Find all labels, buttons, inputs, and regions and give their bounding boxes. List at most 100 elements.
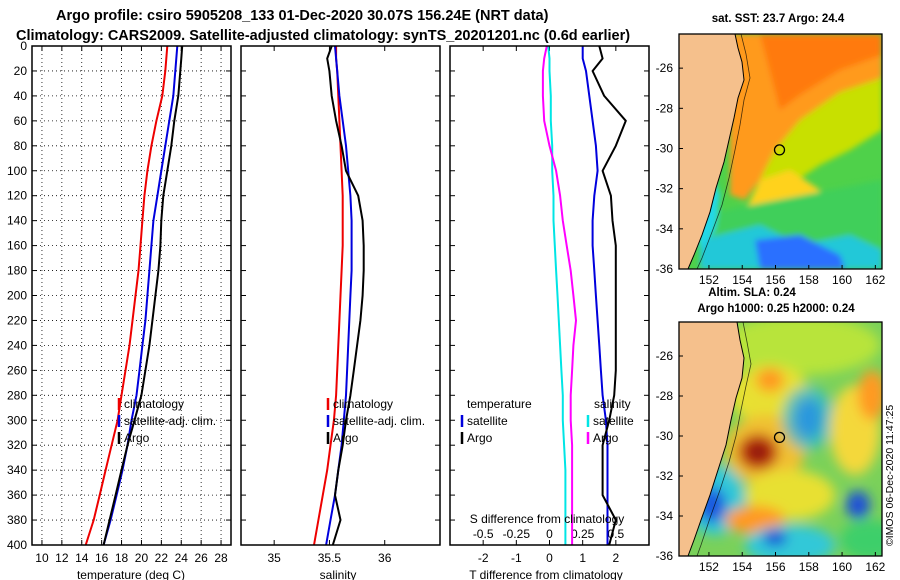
depth-tick-label: 160	[7, 239, 27, 253]
salinity-legend: climatology satellite-adj. clim. Argo	[326, 397, 425, 445]
sst-warm-core	[760, 34, 882, 110]
map-lat-tick-label: -28	[656, 389, 674, 403]
map-lat-tick-label: -26	[656, 349, 674, 363]
x-tick-label: 35	[267, 551, 281, 565]
map-lat-tick-label: -36	[656, 262, 674, 276]
legend-label-sal-argo: Argo	[593, 431, 619, 445]
salinity-panel: 35 35.5 36 salinity climatology satellite-…	[240, 45, 441, 580]
salinity-axes-frame	[240, 45, 441, 546]
sla-blobs	[685, 322, 882, 556]
secondary-x-tick-label: -0.25	[503, 527, 531, 541]
depth-tick-label: 400	[7, 538, 27, 552]
map-lon-tick-label: 158	[799, 273, 819, 287]
sla-isobath	[696, 322, 752, 556]
legend-label-argo: Argo	[333, 431, 359, 445]
depth-tick-label: 140	[7, 214, 27, 228]
sla-green-se	[840, 520, 882, 556]
sst-field	[679, 34, 882, 269]
sst-map-frame	[678, 33, 883, 270]
sla-blue-se	[846, 491, 870, 519]
map-lon-tick-label: 156	[765, 273, 785, 287]
map-lon-tick-label: 160	[832, 273, 852, 287]
sla-map-ticks: 152 154 156 158 160 162 -26 -28 -30 -32 -34 -36	[656, 349, 886, 574]
salinity-lines	[313, 46, 365, 545]
series-line-temperature-argo	[591, 46, 627, 545]
map-lon-tick-label: 162	[865, 273, 885, 287]
series-line-salinity-satellite	[547, 46, 567, 545]
sst-warm-band	[730, 34, 882, 200]
x-tick-label: 22	[155, 551, 169, 565]
x-tick-label: 35.5	[318, 551, 342, 565]
depth-tick-label: 40	[14, 89, 28, 103]
difference-ticks: -2 -1 0 1 2-0.5 -0.25 0 0.25 0.5	[450, 45, 649, 565]
sla-blue-south	[763, 530, 787, 546]
legend-label-sal-satellite: satellite	[593, 414, 634, 428]
series-line-salinity-argo	[541, 46, 577, 545]
series-line-argo	[102, 46, 184, 545]
sla-coastline	[687, 322, 745, 556]
sla-orange-east	[858, 370, 882, 420]
map-lon-tick-label: 154	[732, 273, 752, 287]
depth-tick-label: 180	[7, 264, 27, 278]
sst-isobath	[696, 34, 751, 269]
x-tick-label: 1	[579, 551, 586, 565]
depth-tick-label: 300	[7, 413, 27, 427]
map-lat-tick-label: -30	[656, 429, 674, 443]
map-lon-tick-label: 158	[799, 560, 819, 574]
sla-cyan-east	[782, 386, 834, 450]
depth-axis-labels: 0 20 40 60 80 100 120 140 160 180 200 220 240 260 280 3…	[7, 39, 27, 552]
sla-dark-core	[748, 443, 768, 461]
series-line-temperature-satellite	[581, 46, 609, 545]
difference-lines	[541, 46, 627, 545]
difference-axes-frame	[449, 45, 650, 546]
x-tick-label: -2	[478, 551, 489, 565]
legend-label-argo: Argo	[124, 431, 150, 445]
map-lon-tick-label: 152	[699, 560, 719, 574]
series-line-climatology	[84, 46, 169, 545]
depth-tick-label: 220	[7, 313, 27, 327]
sst-argo-marker-icon	[773, 144, 786, 156]
sst-map: sat. SST: 23.7 Argo: 24.4 152 154 156 158 16…	[656, 13, 886, 287]
legend-title-temperature: temperature	[467, 397, 532, 411]
secondary-x-tick-label: 0.25	[571, 527, 595, 541]
x-tick-label: 2	[612, 551, 619, 565]
depth-tick-label: 200	[7, 289, 27, 303]
x-tick-label: 16	[95, 551, 109, 565]
sla-field	[679, 322, 882, 556]
depth-tick-label: 320	[7, 438, 27, 452]
map-lon-tick-label: 160	[832, 560, 852, 574]
map-lat-tick-label: -36	[656, 549, 674, 563]
figure-title-line1: Argo profile: csiro 5905208_133 01-Dec-2…	[56, 8, 549, 24]
map-lat-tick-label: -34	[656, 509, 674, 523]
sla-map: Altim. SLA: 0.24 Argo h1000: 0.25 h2000:…	[656, 287, 886, 574]
sla-argo-marker-icon	[773, 431, 786, 444]
legend-label-temp-argo: Argo	[467, 431, 493, 445]
depth-tick-label: 380	[7, 513, 27, 527]
legend-title-salinity: salinity	[594, 397, 631, 411]
salinity-ticks: 35 35.5 36	[241, 45, 440, 565]
depth-tick-label: 340	[7, 463, 27, 477]
x-tick-label: 26	[194, 551, 208, 565]
sst-map-ticks: 152 154 156 158 160 162 -26 -28 -30 -32 -34 -36	[656, 61, 886, 287]
copyright-stamp: ©IMOS 06-Dec-2020 11:47:25	[884, 405, 896, 546]
sla-yellow-north	[720, 322, 880, 375]
difference-secondary-xlabel: S difference from climatology	[470, 512, 625, 526]
series-line-climatology	[313, 46, 344, 545]
temperature-ticks: 10 12 14 16 18 20 22 24 26 28	[32, 45, 231, 565]
sst-blue-patch	[755, 235, 845, 269]
legend-label-satellite-adj: satellite-adj. clim.	[333, 414, 425, 428]
sla-map-title: Altim. SLA: 0.24	[708, 287, 796, 299]
map-lon-tick-label: 156	[765, 560, 785, 574]
temperature-legend: climatology satellite-adj. clim. Argo	[117, 397, 216, 445]
map-lon-tick-label: 162	[865, 560, 885, 574]
map-lat-tick-label: -30	[656, 141, 674, 155]
map-lat-tick-label: -32	[656, 182, 674, 196]
sla-map-subtitle: Argo h1000: 0.25 h2000: 0.24	[697, 303, 855, 315]
sst-coastline	[687, 34, 745, 269]
x-tick-label: 18	[115, 551, 129, 565]
legend-label-satellite-adj: satellite-adj. clim.	[124, 414, 216, 428]
secondary-x-tick-label: -0.5	[473, 527, 494, 541]
map-lat-tick-label: -34	[656, 222, 674, 236]
x-tick-label: 28	[214, 551, 228, 565]
